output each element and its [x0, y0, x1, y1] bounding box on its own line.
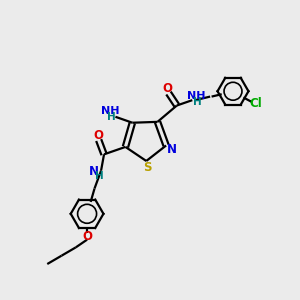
Text: O: O: [82, 230, 92, 243]
Text: H: H: [193, 97, 202, 106]
Text: N: N: [167, 142, 176, 156]
Text: NH: NH: [101, 106, 119, 116]
Text: N: N: [88, 165, 99, 178]
Text: H: H: [107, 112, 116, 122]
Text: NH: NH: [187, 91, 206, 101]
Text: O: O: [93, 128, 103, 142]
Text: Cl: Cl: [250, 97, 262, 110]
Text: O: O: [163, 82, 172, 95]
Text: H: H: [95, 171, 104, 181]
Text: S: S: [143, 161, 152, 174]
